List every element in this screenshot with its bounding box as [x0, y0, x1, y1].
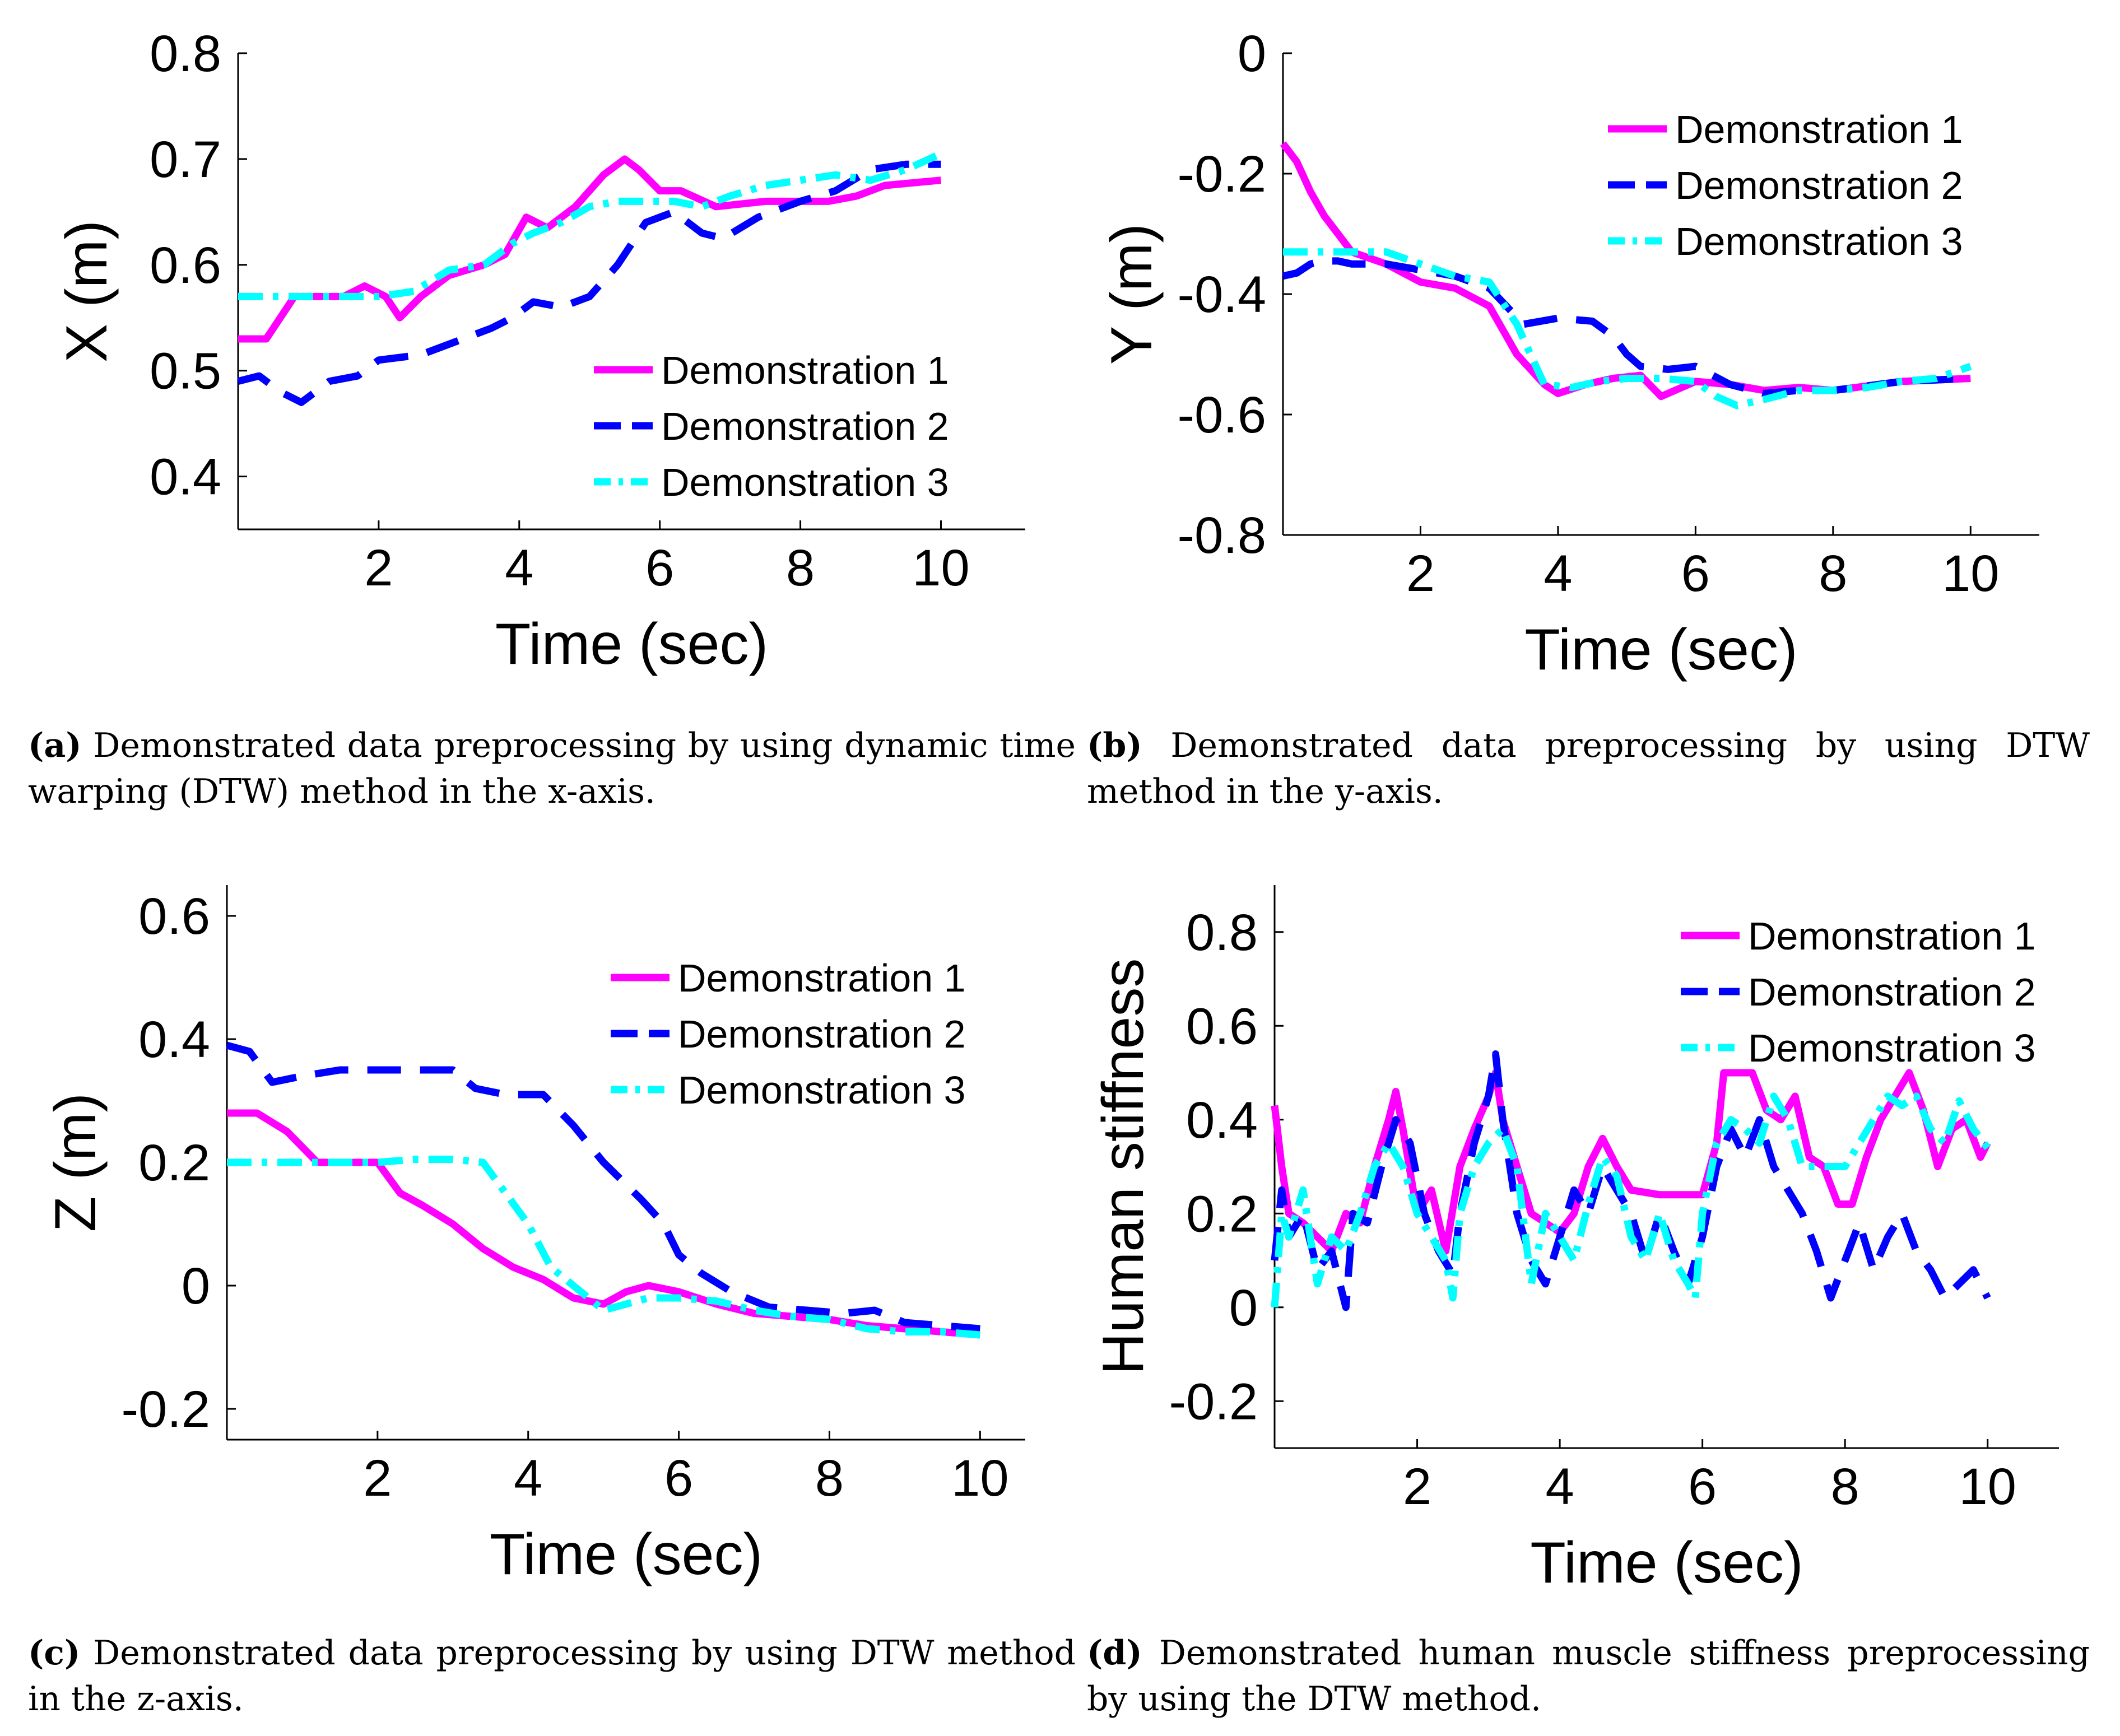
x-tick-label: 4: [514, 1450, 542, 1507]
x-tick-label: 4: [505, 539, 533, 597]
series-line-demonstration-3: [238, 150, 943, 300]
legend-label-demonstration-2: Demonstration 2: [661, 404, 949, 448]
y-tick-label: -0.8: [1177, 507, 1266, 564]
legend-label-demonstration-2: Demonstration 2: [678, 1012, 966, 1056]
caption-b-label: (b): [1087, 726, 1142, 765]
x-tick-label: 8: [815, 1450, 844, 1507]
caption-b-text: Demonstrated data preprocessing by using…: [1087, 726, 2090, 811]
y-tick-label: 0.7: [150, 131, 221, 188]
y-tick-label: 0.2: [1186, 1185, 1258, 1242]
y-tick-label: -0.6: [1177, 387, 1266, 444]
legend-label-demonstration-1: Demonstration 1: [661, 348, 949, 392]
caption-c: (c) Demonstrated data preprocessing by u…: [28, 1630, 1076, 1722]
y-tick-label: 0: [182, 1258, 210, 1315]
y-tick-label: 0.8: [1186, 904, 1258, 961]
y-tick-label: -0.2: [121, 1381, 210, 1438]
y-tick-label: 0.6: [138, 888, 210, 945]
caption-c-label: (c): [28, 1633, 81, 1673]
series-line-demonstration-1: [238, 155, 942, 343]
y-axis-title: Z (m): [43, 1093, 108, 1232]
series-line-demonstration-2: [1271, 1050, 1991, 1311]
x-tick-label: 8: [1831, 1458, 1859, 1515]
series-line-demonstration-2: [1282, 257, 1971, 397]
y-tick-label: 0.4: [138, 1011, 210, 1068]
x-axis-title: Time (sec): [495, 612, 768, 677]
x-tick-label: 6: [664, 1450, 693, 1507]
series-line-demonstration-1: [227, 1109, 980, 1339]
y-tick-label: 0.8: [150, 25, 221, 82]
caption-b: (b) Demonstrated data preprocessing by u…: [1087, 723, 2090, 815]
series-line-demonstration-2: [237, 160, 941, 406]
x-tick-label: 2: [1403, 1458, 1431, 1515]
legend-label-demonstration-1: Demonstration 1: [1748, 914, 2036, 958]
series-line-demonstration-2: [226, 1041, 980, 1333]
y-axis-title: Y (m): [1099, 224, 1164, 365]
y-axis-title: X (m): [54, 220, 119, 362]
y-tick-label: 0.6: [1186, 998, 1258, 1055]
legend-label-demonstration-1: Demonstration 1: [1675, 108, 1963, 151]
y-tick-label: -0.4: [1177, 266, 1266, 323]
series-line-demonstration-3: [1271, 1092, 1991, 1308]
caption-a-text: Demonstrated data preprocessing by using…: [28, 726, 1076, 811]
caption-a: (a) Demonstrated data preprocessing by u…: [28, 723, 1076, 815]
y-tick-label: 0.4: [1186, 1092, 1258, 1149]
x-tick-label: 6: [1681, 545, 1710, 602]
caption-a-label: (a): [28, 726, 82, 765]
panel-c-chart: 2 4 6 8 10 -0.2 0 0.2 0.4 0.6 Time (sec) Z (m) Demon…: [43, 885, 1025, 1587]
caption-d-text: Demonstrated human muscle stiffness prep…: [1087, 1633, 2090, 1719]
y-tick-label: 0: [1229, 1279, 1258, 1337]
x-axis-title: Time (sec): [1530, 1530, 1803, 1595]
y-tick-label: -0.2: [1177, 146, 1266, 203]
legend-label-demonstration-3: Demonstration 3: [661, 460, 949, 504]
x-tick-label: 8: [786, 539, 815, 597]
legend-label-demonstration-3: Demonstration 3: [1748, 1026, 2036, 1070]
legend-label-demonstration-2: Demonstration 2: [1748, 970, 2036, 1014]
x-tick-label: 4: [1546, 1458, 1574, 1515]
y-tick-label: 0.2: [138, 1134, 210, 1192]
series-line-demonstration-1: [1271, 1069, 1991, 1255]
x-tick-label: 2: [364, 539, 393, 597]
x-tick-label: 6: [645, 539, 674, 597]
x-tick-label: 10: [951, 1450, 1008, 1507]
x-tick-label: 10: [912, 539, 969, 597]
x-axis-title: Time (sec): [490, 1522, 763, 1587]
legend-label-demonstration-1: Demonstration 1: [678, 956, 966, 1000]
y-axis-title: Human stiffness: [1091, 958, 1156, 1375]
legend-label-demonstration-3: Demonstration 3: [678, 1068, 966, 1112]
caption-d: (d) Demonstrated human muscle stiffness …: [1087, 1630, 2090, 1722]
panel-a-chart: 2 4 6 8 10 0.4 0.5 0.6 0.7 0.8 Time (sec) X (m) Demo…: [54, 25, 1025, 677]
y-tick-label: 0.6: [150, 237, 221, 294]
x-tick-label: 2: [363, 1450, 392, 1507]
y-tick-label: -0.2: [1169, 1373, 1258, 1430]
panel-d-chart: 2 4 6 8 10 -0.2 0 0.2 0.4 0.6 0.8 Time (sec) Human s…: [1091, 885, 2059, 1595]
series-line-demonstration-3: [1283, 248, 1972, 409]
y-tick-label: 0.4: [150, 449, 221, 506]
x-tick-label: 2: [1406, 545, 1435, 602]
y-tick-label: 0: [1238, 25, 1266, 82]
x-tick-label: 4: [1543, 545, 1572, 602]
x-tick-label: 10: [1959, 1458, 2016, 1515]
x-axis-title: Time (sec): [1524, 617, 1797, 682]
x-tick-label: 8: [1819, 545, 1847, 602]
caption-d-label: (d): [1087, 1633, 1142, 1673]
x-tick-label: 10: [1942, 545, 1999, 602]
y-tick-label: 0.5: [150, 343, 221, 400]
panel-b-chart: 2 4 6 8 10 -0.8 -0.6 -0.4 -0.2 0 Time (sec) Y (m) De…: [1099, 25, 2039, 682]
caption-c-text: Demonstrated data preprocessing by using…: [28, 1633, 1076, 1719]
legend-label-demonstration-2: Demonstration 2: [1675, 164, 1963, 207]
legend-label-demonstration-3: Demonstration 3: [1675, 220, 1963, 263]
x-tick-label: 6: [1688, 1458, 1717, 1515]
